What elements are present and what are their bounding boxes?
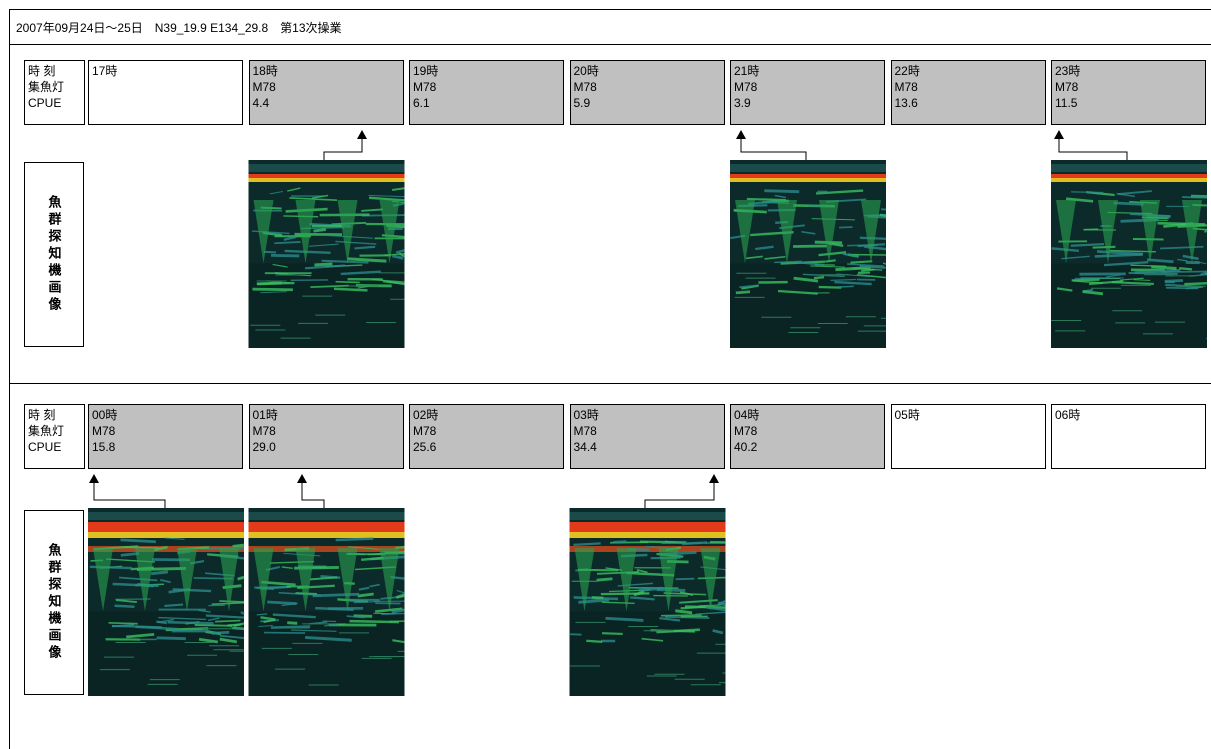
image-label: 魚群探知機画像 — [45, 543, 64, 662]
hour-hour: 01時 — [253, 407, 400, 423]
hour-hour: 18時 — [253, 63, 400, 79]
hour-box: 06時 — [1051, 404, 1206, 469]
hour-hour: 06時 — [1055, 407, 1202, 423]
arrow-head — [1054, 130, 1064, 139]
arrow-head — [709, 474, 719, 483]
arrow-head — [736, 130, 746, 139]
connector — [741, 138, 806, 160]
hour-light: M78 — [253, 423, 400, 439]
connector — [1059, 138, 1127, 160]
hour-hour: 17時 — [92, 63, 239, 79]
hour-cpue: 15.8 — [92, 439, 239, 455]
row-label: CPUE — [28, 95, 81, 111]
hour-light: M78 — [92, 423, 239, 439]
hour-hour: 05時 — [895, 407, 1042, 423]
hour-cpue: 29.0 — [253, 439, 400, 455]
hour-cpue: 3.9 — [734, 95, 881, 111]
hour-light: M78 — [574, 79, 721, 95]
row-label: CPUE — [28, 439, 81, 455]
hour-light: M78 — [413, 423, 560, 439]
hour-hour: 21時 — [734, 63, 881, 79]
sonar-image — [1051, 160, 1207, 348]
sonar-image — [570, 508, 726, 696]
sonar-image — [88, 508, 244, 696]
hour-light: M78 — [1055, 79, 1202, 95]
arrow-head — [89, 474, 99, 483]
hour-cpue: 5.9 — [574, 95, 721, 111]
arrow-head — [297, 474, 307, 483]
connector — [94, 482, 165, 508]
image-label: 魚群探知機画像 — [45, 195, 64, 314]
hour-cpue: 4.4 — [253, 95, 400, 111]
hour-light: M78 — [734, 423, 881, 439]
row-label: 時 刻 — [28, 63, 81, 79]
connector — [302, 482, 324, 508]
hour-hour: 20時 — [574, 63, 721, 79]
row-label: 時 刻 — [28, 407, 81, 423]
hour-hour: 03時 — [574, 407, 721, 423]
hour-light: M78 — [734, 79, 881, 95]
sonar-image — [249, 508, 405, 696]
hour-light: M78 — [574, 423, 721, 439]
image-label-box: 魚群探知機画像 — [24, 510, 84, 695]
hour-box: 05時 — [891, 404, 1046, 469]
hour-light: M78 — [413, 79, 560, 95]
image-label-box: 魚群探知機画像 — [24, 162, 84, 347]
connector — [324, 138, 362, 160]
sonar-image — [730, 160, 886, 348]
page: 2007年09月24日～25日 N39_19.9 E134_29.8 第13次操… — [0, 0, 1211, 729]
hour-hour: 19時 — [413, 63, 560, 79]
hour-hour: 04時 — [734, 407, 881, 423]
hour-cpue: 34.4 — [574, 439, 721, 455]
hour-hour: 23時 — [1055, 63, 1202, 79]
hour-hour: 22時 — [895, 63, 1042, 79]
connector — [645, 482, 714, 508]
arrow-head — [357, 130, 367, 139]
hour-cpue: 25.6 — [413, 439, 560, 455]
hour-cpue: 40.2 — [734, 439, 881, 455]
row-label: 集魚灯 — [28, 423, 81, 439]
hour-box: 17時 — [88, 60, 243, 125]
sonar-image — [249, 160, 405, 348]
hour-light: M78 — [253, 79, 400, 95]
hour-cpue: 6.1 — [413, 95, 560, 111]
hour-cpue: 13.6 — [895, 95, 1042, 111]
hour-light: M78 — [895, 79, 1042, 95]
hour-hour: 00時 — [92, 407, 239, 423]
row-label: 集魚灯 — [28, 79, 81, 95]
hour-cpue: 11.5 — [1055, 95, 1202, 111]
hour-hour: 02時 — [413, 407, 560, 423]
